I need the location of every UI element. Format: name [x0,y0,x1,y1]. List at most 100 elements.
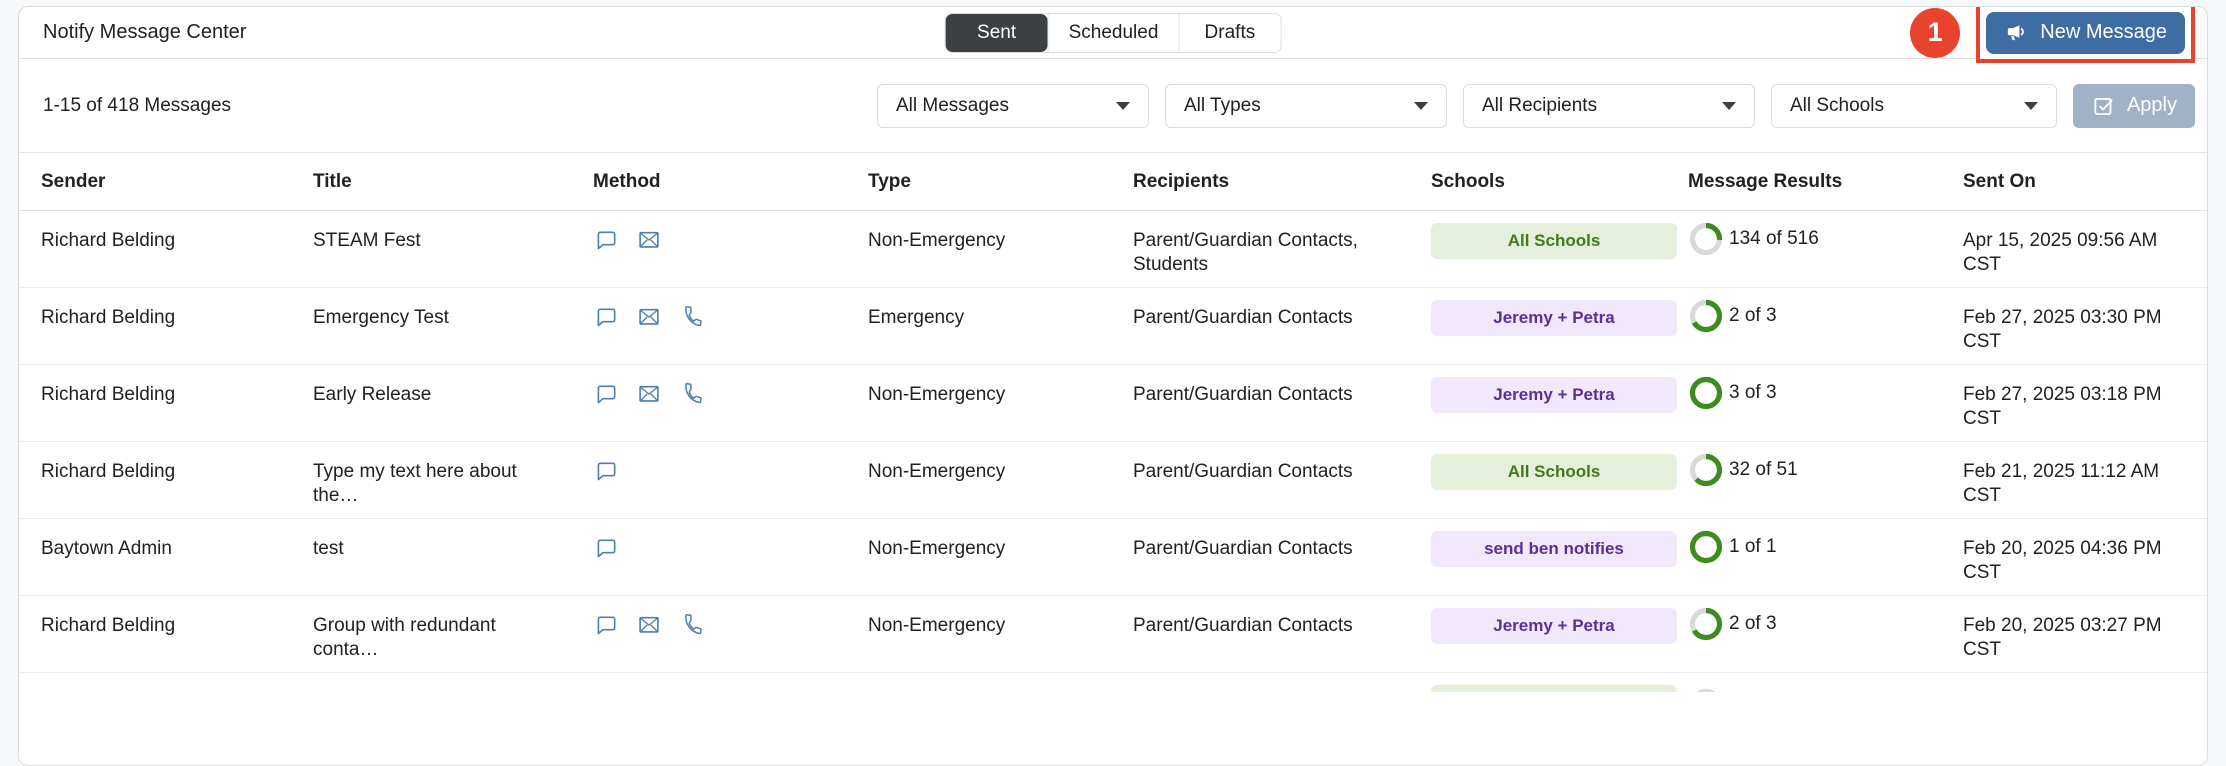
results-label: 3 of 3 [1729,382,1777,403]
checkbox-check-icon [2091,93,2117,119]
cell-schools: Jeremy + Petra [1431,377,1688,413]
school-badge: All Schools [1431,223,1677,259]
school-badge: Jeremy + Petra [1431,377,1677,413]
results-label: 1 of 1 [1729,536,1777,557]
email-icon [636,612,662,638]
chevron-down-icon [2023,101,2038,110]
new-message-area: 1 New Message [1910,7,2195,63]
annotation-highlight-box: New Message [1976,7,2195,63]
table-row[interactable]: Richard Belding Early Release Non-Emerge… [19,365,2207,442]
chat-icon [593,458,619,484]
column-header-method: Method [593,170,661,192]
phone-icon [679,612,705,638]
table-header: Sender Title Method Type Recipients Scho… [19,153,2207,211]
school-badge: Jeremy + Petra [1431,608,1677,644]
tab-sent[interactable]: Sent [945,13,1048,52]
results-label: 2 of 3 [1729,613,1777,634]
cell-method [593,535,868,561]
dropdown-value: All Schools [1789,94,1884,116]
filter-all-schools[interactable]: All Schools [1770,83,2057,128]
chevron-down-icon [1413,101,1428,110]
chat-icon [593,381,619,407]
cell-sent-on: Feb 27, 2025 03:30 PM CST [1963,307,2162,352]
cell-sender: Richard Belding [41,384,176,405]
cell-message-results: 134 of 516 [1688,221,1963,257]
annotation-step-badge: 1 [1910,7,1961,58]
cell-title: Type my text here about the… [313,461,517,506]
progress-ring [1689,607,1723,641]
filter-bar: 1-15 of 418 Messages All Messages All Ty… [19,59,2207,153]
results-label: 2 of 3 [1729,305,1777,326]
column-header-type: Type [868,170,911,192]
progress-ring [1689,453,1723,487]
cell-recipients: Parent/Guardian Contacts, Students [1133,230,1358,275]
dropdown-value: All Messages [895,94,1009,116]
results-label: 32 of 51 [1729,459,1798,480]
apply-button[interactable]: Apply [2072,83,2195,128]
cell-recipients: Parent/Guardian Contacts [1133,307,1353,328]
filter-all-messages[interactable]: All Messages [876,83,1149,128]
cell-message-results: 1 of 1 [1688,529,1963,565]
progress-ring [1689,530,1723,564]
email-icon [636,227,662,253]
chat-icon [593,535,619,561]
cell-recipients: Parent/Guardian Contacts [1133,384,1353,405]
new-message-label: New Message [2040,21,2167,43]
tab-group: Sent Scheduled Drafts [944,12,1282,53]
new-message-button[interactable]: New Message [1986,11,2185,54]
table-row[interactable]: Richard Belding Type my text here about … [19,442,2207,519]
progress-ring [1689,376,1723,410]
cell-sent-on: Feb 20, 2025 03:27 PM CST [1963,615,2162,660]
cell-type: Non-Emergency [868,384,1006,405]
page-title: Notify Message Center [43,21,247,43]
email-icon [636,381,662,407]
cell-method [593,304,868,330]
table-row[interactable]: Baytown Admin test Non-Emergency Parent/… [19,519,2207,596]
cell-sender: Richard Belding [41,461,176,482]
cell-type: Emergency [868,307,965,328]
cell-sent-on: Apr 15, 2025 09:56 AM CST [1963,230,2158,275]
cell-message-results: 32 of 51 [1688,452,1963,488]
cell-method [593,381,868,407]
chat-icon [593,304,619,330]
filter-all-types[interactable]: All Types [1164,83,1447,128]
column-header-message-results: Message Results [1688,170,1843,192]
cell-sender: Richard Belding [41,307,176,328]
cell-type: Non-Emergency [868,230,1006,251]
table-row[interactable]: Richard Belding STEAM Fest Non-Emergency… [19,211,2207,288]
cell-schools: Jeremy + Petra [1431,608,1688,644]
megaphone-icon [2004,20,2030,46]
cell-message-results: 2 of 3 [1688,606,1963,642]
phone-icon [679,381,705,407]
cell-method [593,458,868,484]
tab-scheduled[interactable]: Scheduled [1047,13,1179,52]
cell-title: Group with redundant conta… [313,615,496,660]
table-row-partial[interactable] [19,673,2207,692]
cell-title: Emergency Test [313,307,449,328]
message-count: 1-15 of 418 Messages [43,94,232,116]
apply-label: Apply [2126,94,2177,116]
tab-drafts[interactable]: Drafts [1178,13,1281,52]
dropdown-value: All Recipients [1481,94,1598,116]
dropdown-value: All Types [1183,94,1261,116]
table-row[interactable]: Richard Belding Emergency Test Emergency… [19,288,2207,365]
filter-all-recipients[interactable]: All Recipients [1462,83,1755,128]
table-row[interactable]: Richard Belding Group with redundant con… [19,596,2207,673]
message-center-panel: Notify Message Center Sent Scheduled Dra… [18,6,2208,766]
column-header-recipients: Recipients [1133,170,1230,192]
phone-icon [679,304,705,330]
cell-recipients: Parent/Guardian Contacts [1133,538,1353,559]
cell-message-results: 3 of 3 [1688,375,1963,411]
school-badge: Jeremy + Petra [1431,300,1677,336]
cell-message-results [1688,687,1963,692]
cell-sender: Richard Belding [41,230,176,251]
chat-icon [593,227,619,253]
email-icon [636,304,662,330]
cell-sender: Baytown Admin [41,538,172,559]
cell-schools: Jeremy + Petra [1431,300,1688,336]
chevron-down-icon [1721,101,1736,110]
table-body: Richard Belding STEAM Fest Non-Emergency… [19,211,2207,692]
cell-schools: All Schools [1431,454,1688,490]
cell-method [593,612,868,638]
cell-type: Non-Emergency [868,461,1006,482]
